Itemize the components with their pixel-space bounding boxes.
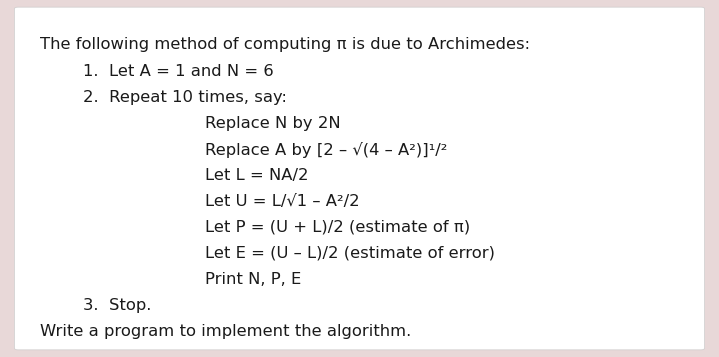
Text: 1.  Let A = 1 and N = 6: 1. Let A = 1 and N = 6 [83,64,273,79]
FancyBboxPatch shape [14,7,705,350]
Text: Let E = (U – L)/2 (estimate of error): Let E = (U – L)/2 (estimate of error) [205,246,495,261]
Text: Let P = (U + L)/2 (estimate of π): Let P = (U + L)/2 (estimate of π) [205,220,470,235]
Text: 2.  Repeat 10 times, say:: 2. Repeat 10 times, say: [83,90,287,105]
Text: Let L = NA/2: Let L = NA/2 [205,168,308,183]
Text: Replace A by [2 – √(4 – A²)]¹/²: Replace A by [2 – √(4 – A²)]¹/² [205,142,447,158]
Text: 3.  Stop.: 3. Stop. [83,298,151,313]
Text: Write a program to implement the algorithm.: Write a program to implement the algorit… [40,324,411,339]
Text: The following method of computing π is due to Archimedes:: The following method of computing π is d… [40,37,530,52]
Text: Print N, P, E: Print N, P, E [205,272,301,287]
Text: Let U = L/√1 – A²/2: Let U = L/√1 – A²/2 [205,194,360,209]
Text: Replace N by 2N: Replace N by 2N [205,116,341,131]
